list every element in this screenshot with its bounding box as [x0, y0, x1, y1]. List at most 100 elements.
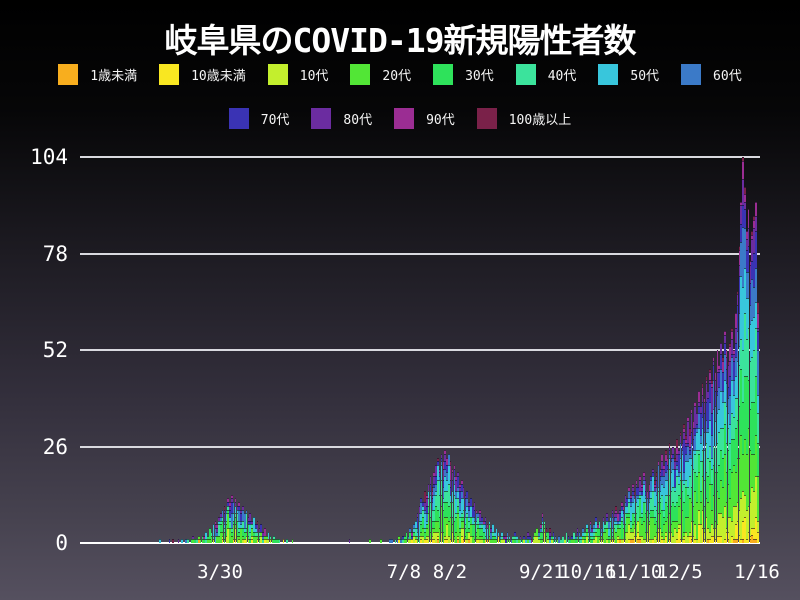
- bar-segment: [755, 268, 757, 302]
- bar-segment: [753, 286, 755, 317]
- bar-segment: [600, 528, 603, 532]
- bar-segment: [655, 487, 658, 495]
- bar-segment: [477, 524, 480, 529]
- bar-segment: [238, 505, 240, 510]
- bar: [574, 535, 577, 543]
- bar-segment: [729, 442, 732, 469]
- bar-segment: [431, 491, 434, 495]
- bar-segment: [727, 516, 730, 532]
- bar: [757, 301, 759, 543]
- bar-segment: [652, 509, 654, 517]
- bar-segment: [598, 528, 601, 536]
- bar-segment: [223, 528, 226, 532]
- bar-segment: [267, 531, 270, 540]
- bar-segment: [663, 465, 665, 469]
- bar-segment: [733, 353, 735, 362]
- bar-segment: [589, 531, 592, 536]
- bar-segment: [598, 520, 601, 529]
- bar-segment: [444, 517, 446, 536]
- bar-segment: [677, 524, 680, 529]
- bar-segment: [464, 535, 467, 540]
- bar-segment: [655, 539, 658, 543]
- bar-segment: [733, 439, 735, 466]
- bar-segment: [718, 409, 720, 432]
- bar-segment: [661, 535, 663, 540]
- bar-segment: [481, 520, 483, 525]
- bar-segment: [459, 531, 461, 543]
- bar-segment: [617, 513, 619, 521]
- bar-segment: [624, 502, 627, 506]
- bar-segment: [453, 465, 456, 469]
- bar-segment: [736, 502, 739, 521]
- bar-segment: [488, 520, 491, 525]
- bar-segment: [606, 520, 608, 529]
- bar-segment: [431, 494, 434, 499]
- bar-segment: [589, 539, 592, 543]
- bar-segment: [593, 524, 595, 529]
- bar-segment: [672, 502, 674, 521]
- bar-segment: [449, 465, 452, 480]
- bar-segment: [232, 502, 235, 514]
- bar-segment: [654, 479, 656, 484]
- bar-segment: [457, 472, 459, 477]
- bar-segment: [484, 517, 487, 521]
- bar-segment: [591, 535, 594, 540]
- bar-segment: [622, 539, 625, 543]
- bar-segment: [624, 513, 627, 525]
- bar-segment: [714, 379, 717, 391]
- bar-segment: [587, 535, 590, 540]
- bar-segment: [744, 208, 746, 228]
- bar-segment: [718, 465, 720, 499]
- bar-segment: [663, 468, 665, 477]
- bar-segment: [448, 505, 450, 521]
- bar: [679, 431, 682, 543]
- x-tick-label: 12/5: [656, 561, 703, 583]
- bar-segment: [212, 535, 215, 540]
- bar: [400, 539, 402, 543]
- bar-segment: [236, 520, 239, 536]
- bar-segment: [652, 517, 654, 540]
- bar-segment: [744, 494, 746, 517]
- bar-segment: [705, 431, 708, 443]
- bar-segment: [723, 505, 726, 540]
- bar-segment: [631, 483, 634, 488]
- bar-segment: [251, 535, 253, 540]
- bar: [282, 539, 285, 543]
- bar: [630, 494, 632, 543]
- bar-segment: [422, 502, 424, 506]
- bar-segment: [214, 520, 217, 525]
- bar-segment: [650, 539, 652, 543]
- bar: [291, 539, 294, 543]
- bar-segment: [628, 516, 630, 525]
- bar-segment: [488, 524, 491, 536]
- bar-segment: [709, 368, 711, 373]
- bar-segment: [471, 517, 474, 525]
- bar-segment: [742, 286, 744, 350]
- bar-segment: [727, 387, 730, 399]
- bar-segment: [707, 457, 709, 477]
- bar: [405, 531, 408, 543]
- bar-segment: [676, 531, 678, 540]
- bar-segment: [670, 457, 673, 462]
- bar-segment: [701, 387, 704, 395]
- bar-segment: [210, 531, 213, 536]
- bar-segment: [464, 494, 467, 499]
- bar: [598, 520, 601, 543]
- bar-segment: [751, 279, 754, 321]
- bar-segment: [619, 528, 621, 540]
- bar: [521, 539, 524, 543]
- bar-segment: [672, 520, 674, 536]
- bar-segment: [692, 520, 695, 536]
- bar-segment: [703, 450, 706, 480]
- bar-segment: [433, 494, 435, 510]
- bar-segment: [733, 416, 735, 440]
- bar-segment: [744, 227, 746, 269]
- bar-segment: [701, 509, 704, 529]
- bar-segment: [648, 502, 651, 514]
- bar-segment: [642, 520, 645, 540]
- bar: [501, 531, 503, 543]
- bar-segment: [749, 539, 752, 543]
- bar-segment: [676, 439, 678, 447]
- bar-segment: [685, 516, 687, 532]
- bar-segment: [687, 494, 689, 517]
